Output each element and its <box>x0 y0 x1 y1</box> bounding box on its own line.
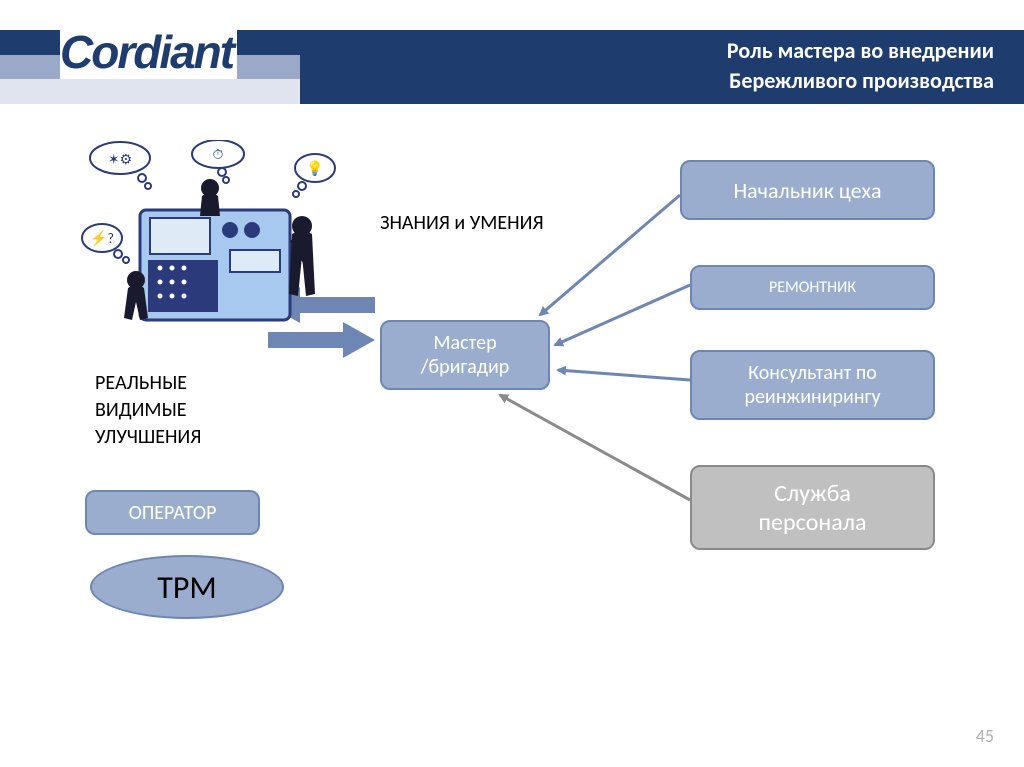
node-consultant-l2: реинжинирингу <box>744 385 880 409</box>
node-master-l1: Мастер <box>433 331 496 355</box>
node-operator: ОПЕРАТОР <box>85 490 260 535</box>
svg-text:💡: 💡 <box>306 160 323 177</box>
node-consultant-l1: Консультант по <box>748 361 877 385</box>
svg-text:⏱: ⏱ <box>213 146 224 163</box>
label-improvements-3: УЛУЧШЕНИЯ <box>95 425 201 449</box>
machine-illustration: ✶⚙ ⏱ 💡 ⚡? <box>80 140 340 340</box>
node-hr-l2: персонала <box>759 508 867 537</box>
page-number: 45 <box>976 725 994 747</box>
node-tpm-text: ТРМ <box>157 568 216 607</box>
svg-text:⚡?: ⚡? <box>90 230 114 247</box>
label-knowledge-text: ЗНАНИЯ и УМЕНИЯ <box>380 211 544 235</box>
node-repair: РЕМОНТНИК <box>690 265 935 310</box>
node-operator-text: ОПЕРАТОР <box>129 501 217 525</box>
node-repair-text: РЕМОНТНИК <box>769 278 856 297</box>
node-master: Мастер /бригадир <box>380 320 550 390</box>
label-improvements-1: РЕАЛЬНЫЕ <box>95 371 187 395</box>
node-hr-l1: Служба <box>774 479 851 508</box>
label-improvements: РЕАЛЬНЫЕ ВИДИМЫЕ УЛУЧШЕНИЯ <box>95 370 201 451</box>
label-knowledge: ЗНАНИЯ и УМЕНИЯ <box>380 210 544 236</box>
label-improvements-2: ВИДИМЫЕ <box>95 398 187 422</box>
slide-title: Роль мастера во внедрении Бережливого пр… <box>727 36 994 95</box>
svg-text:✶⚙: ✶⚙ <box>108 151 132 168</box>
node-master-l2: /бригадир <box>421 355 510 379</box>
logo: Cordiant <box>60 25 237 79</box>
node-hr: Служба персонала <box>690 465 935 550</box>
node-tpm: ТРМ <box>90 555 284 619</box>
node-chief-text: Начальник цеха <box>733 177 881 204</box>
node-consultant: Консультант по реинжинирингу <box>690 350 935 420</box>
title-line-2: Бережливого производства <box>729 67 994 94</box>
title-line-1: Роль мастера во внедрении <box>727 37 994 64</box>
node-chief: Начальник цеха <box>680 160 935 220</box>
